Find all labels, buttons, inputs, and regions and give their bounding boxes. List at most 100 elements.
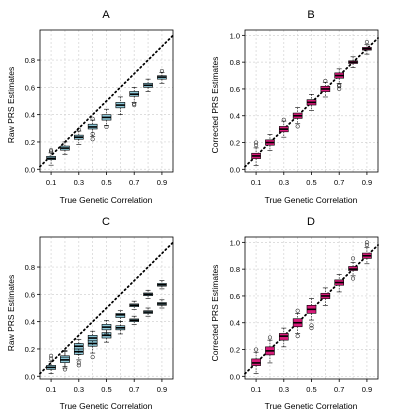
outlier-point: [90, 131, 95, 136]
x-tick-label: 0.1: [46, 178, 56, 187]
box-plot: [87, 116, 98, 142]
identity-line: [39, 34, 174, 168]
x-tick-label: 0.5: [101, 178, 111, 187]
box-plot: [292, 107, 303, 129]
box-plot: [306, 94, 317, 111]
outlier-point: [295, 308, 300, 313]
outlier-point: [337, 82, 342, 87]
y-tick-label: 0.2: [230, 139, 240, 148]
panel-c-plot: 0.0 0.2 0.4 0.6 0.8 0.1 0.3 0.5 0.7 0.9: [25, 236, 174, 394]
panel-b-title: B: [307, 9, 314, 21]
box-plot: [306, 298, 317, 331]
panel-d-xlabel: True Genetic Correlation: [265, 401, 358, 411]
x-tick-label: 0.1: [251, 178, 261, 187]
x-tick-label: 0.3: [74, 385, 84, 394]
box-plot: [143, 78, 153, 92]
x-tick-label: 0.9: [157, 385, 167, 394]
box-plot: [251, 140, 261, 166]
box-plot: [278, 117, 289, 138]
outlier-point: [337, 86, 342, 91]
box-plot: [265, 335, 275, 364]
box-plot: [362, 240, 372, 265]
box-plot: [143, 289, 153, 299]
outlier-point: [364, 242, 369, 248]
outlier-point: [49, 148, 54, 153]
y-tick-label: 0.8: [25, 263, 35, 272]
x-tick-label: 0.7: [129, 178, 139, 187]
panel-c: C Raw PRS Estimates True Genetic Correla…: [6, 216, 174, 411]
box-plot: [320, 287, 331, 306]
panel-c-xlabel: True Genetic Correlation: [60, 401, 153, 411]
y-tick-label: 0.4: [230, 319, 240, 328]
outlier-point: [351, 256, 356, 261]
y-tick-label: 0.8: [230, 58, 240, 67]
box-plot: [87, 330, 98, 347]
outlier-point: [309, 323, 314, 328]
box-plot: [348, 256, 358, 281]
x-tick-label: 0.9: [362, 178, 372, 187]
box-plot: [265, 134, 275, 151]
y-tick-label: 0.6: [230, 292, 240, 301]
box-plot: [320, 78, 331, 98]
box-plot: [157, 280, 167, 290]
y-tick-label: 0.6: [230, 85, 240, 94]
outlier-point: [364, 240, 369, 245]
outlier-point: [254, 143, 259, 148]
panel-c-title: C: [102, 216, 110, 228]
outlier-point: [281, 117, 286, 122]
x-tick-label: 0.7: [129, 385, 139, 394]
box-plot: [251, 347, 261, 374]
outlier-point: [295, 334, 300, 339]
y-tick-label: 0.0: [25, 165, 35, 174]
outlier-point: [132, 101, 137, 106]
outlier-point: [62, 367, 67, 372]
outlier-point: [323, 78, 328, 83]
panel-d-plot: 0.0 0.2 0.4 0.6 0.8 1.0 0.1 0.3 0.5 0.7 0.9: [230, 236, 379, 394]
panel-a-xlabel: True Genetic Correlation: [60, 195, 153, 205]
box-plot: [60, 351, 70, 369]
x-tick-label: 0.9: [362, 385, 372, 394]
panel-b-plot: 0.0 0.2 0.4 0.6 0.8 1.0 0.1 0.3 0.5 0.7 0.9: [230, 29, 379, 187]
outlier-point: [132, 103, 137, 108]
outlier-point: [104, 124, 109, 129]
panel-b-xlabel: True Genetic Correlation: [265, 195, 358, 205]
outlier-point: [90, 137, 95, 142]
x-tick-label: 0.7: [334, 385, 344, 394]
x-tick-label: 0.5: [101, 385, 111, 394]
panel-d: D Corrected PRS Estimates True Genetic C…: [210, 216, 379, 411]
outlier-point: [254, 347, 259, 352]
panel-a: A Raw PRS Estimates True Genetic Correla…: [6, 9, 174, 205]
panel-d-title: D: [307, 216, 315, 228]
y-tick-label: 0.2: [230, 346, 240, 355]
outlier-point: [90, 116, 95, 121]
box-plot: [73, 127, 84, 145]
x-tick-label: 0.3: [279, 178, 289, 187]
outlier-point: [49, 149, 54, 154]
outlier-point: [364, 40, 369, 45]
y-tick-label: 0.4: [25, 318, 35, 327]
box-plot: [60, 141, 70, 155]
box-plot: [292, 308, 303, 339]
y-tick-label: 0.6: [25, 83, 35, 92]
x-tick-label: 0.7: [334, 178, 344, 187]
y-tick-label: 0.2: [25, 345, 35, 354]
outlier-point: [159, 68, 164, 74]
y-tick-label: 0.0: [230, 165, 240, 174]
panel-a-plot: 0.0 0.2 0.4 0.6 0.8 0.1 0.3 0.5 0.7 0.9: [25, 29, 174, 187]
panel-b-ylabel: Corrected PRS Estimates: [210, 57, 220, 154]
x-tick-label: 0.3: [279, 385, 289, 394]
y-tick-label: 1.0: [230, 238, 240, 247]
box-plot: [157, 299, 167, 309]
box-plot: [115, 96, 126, 115]
y-tick-label: 0.4: [230, 112, 240, 121]
x-tick-label: 0.9: [157, 178, 167, 187]
y-tick-label: 0.8: [230, 265, 240, 274]
x-tick-label: 0.1: [251, 385, 261, 394]
box-plot: [129, 87, 140, 108]
x-tick-label: 0.5: [306, 178, 316, 187]
y-tick-label: 0.8: [25, 56, 35, 65]
box-plot: [46, 148, 56, 166]
box-plot: [348, 56, 358, 68]
box-plot: [278, 327, 289, 348]
